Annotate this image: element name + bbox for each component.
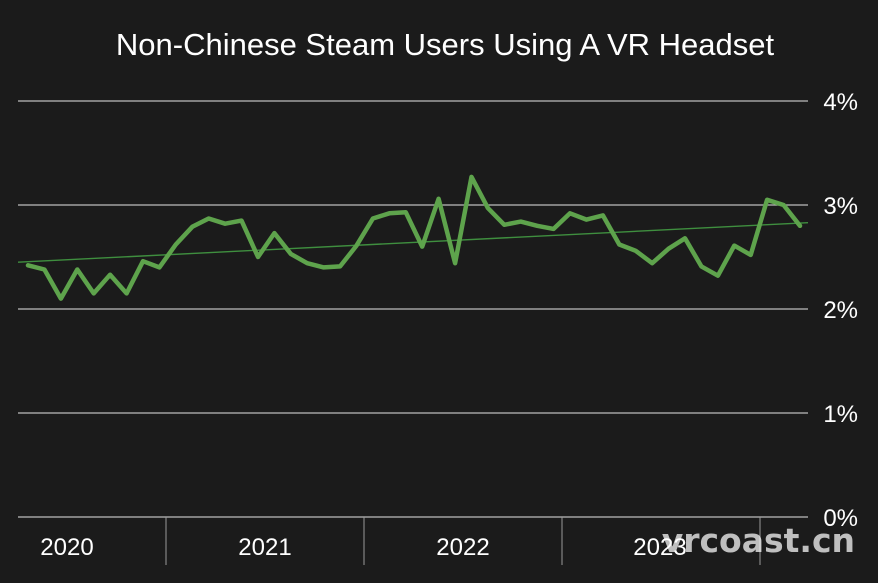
y-tick-label: 0% [823, 505, 858, 532]
x-tick-label: 2023 [633, 534, 686, 561]
series-line [25, 174, 803, 301]
watermark-logo: vrcoast.cn [662, 521, 855, 560]
trend-line [17, 221, 809, 263]
y-tick-label: 3% [823, 193, 858, 220]
y-tick-label: 1% [823, 401, 858, 428]
x-tick-label: 2022 [436, 534, 489, 561]
chart-title: Non-Chinese Steam Users Using A VR Heads… [116, 27, 775, 62]
y-tick-label: 4% [823, 89, 858, 116]
y-tick-label: 2% [823, 297, 858, 324]
x-tick-label: 2021 [238, 534, 291, 561]
x-tick-label: 2020 [40, 534, 93, 561]
